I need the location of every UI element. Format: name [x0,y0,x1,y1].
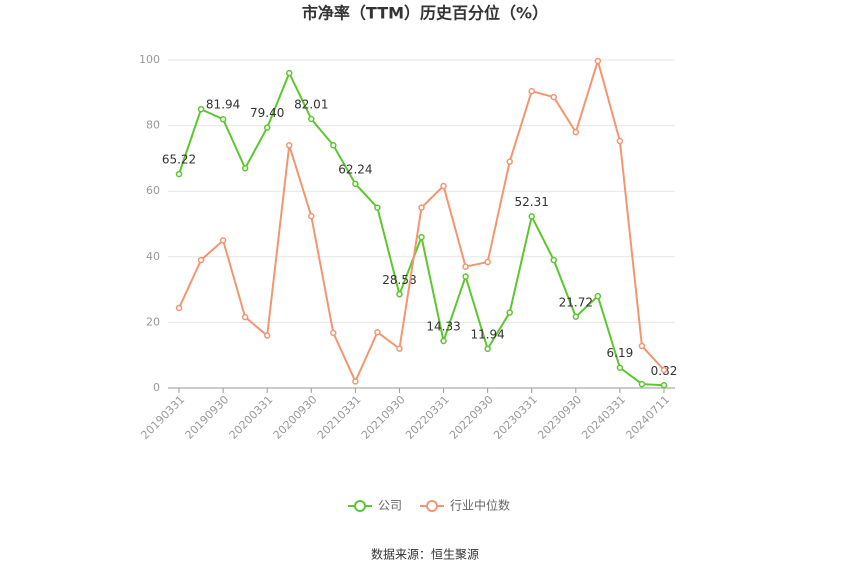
data-label: 52.31 [515,195,549,209]
point [197,105,205,113]
data-label: 11.94 [470,327,504,341]
point [594,292,602,300]
point [484,345,491,353]
point [418,233,425,241]
x-tick-label: 20210331 [315,393,364,442]
point [352,180,359,188]
point [285,69,293,77]
point [616,364,624,371]
point [374,328,381,336]
point [616,137,624,145]
point [330,142,337,149]
point [660,366,668,374]
x-tick-label: 20240331 [579,393,628,442]
point [484,258,491,266]
point [440,182,447,190]
data-label: 82.01 [294,98,328,112]
point [219,237,227,244]
point [241,313,249,321]
x-tick-label: 20240711 [623,393,672,442]
point [550,93,558,101]
source: 数据来源：恒生聚源 [371,547,479,562]
point [638,342,646,350]
point [462,263,469,270]
data-label: 79.40 [250,106,284,120]
y-tick-label: 80 [146,119,160,132]
y-tick-label: 40 [146,250,160,263]
chart-title: 市净率（TTM）历史百分位（%） [302,4,548,23]
point [308,212,315,220]
point [506,158,513,165]
x-tick-label: 20210930 [359,393,408,442]
data-label: 6.19 [607,346,634,360]
point [440,337,447,345]
point [572,128,580,136]
x-tick-label: 20200331 [227,393,276,442]
x-tick-label: 20220930 [447,393,496,442]
point [330,329,337,337]
data-label: 65.22 [162,153,196,167]
point [638,380,646,388]
point [219,115,227,123]
point [308,115,315,123]
point [418,204,425,211]
x-tick-label: 20190930 [183,393,232,442]
data-label: 21.72 [559,295,593,309]
point [263,332,271,339]
y-tick-label: 60 [146,184,160,197]
point [572,313,580,321]
point [175,304,183,312]
x-tick-label: 20230331 [491,393,540,442]
point [197,256,205,264]
point [374,204,381,211]
point [263,124,271,131]
point [396,291,403,298]
y-tick-label: 100 [139,53,160,66]
point [285,142,293,149]
x-tick-label: 20220331 [403,393,452,442]
legend-label: 公司 [378,499,402,513]
point [660,382,668,389]
x-tick-label: 20200930 [271,393,320,442]
data-label: 14.33 [426,319,460,333]
point [352,378,359,385]
data-label: 81.94 [206,98,240,112]
y-tick-label: 0 [153,381,160,394]
point [175,170,183,178]
point [528,87,535,95]
point [550,256,558,264]
point [462,273,469,280]
point [528,213,535,220]
legend-marker [354,500,366,512]
legend-marker [426,500,438,512]
point [241,164,249,172]
point [594,57,602,65]
data-label: 28.58 [382,273,416,287]
data-label: 62.24 [338,162,372,176]
x-tick-label: 20190331 [138,393,187,442]
point [506,309,513,316]
legend-label: 行业中位数 [450,498,510,513]
point [396,345,403,352]
x-tick-label: 20230930 [535,393,584,442]
y-tick-label: 20 [146,315,160,328]
